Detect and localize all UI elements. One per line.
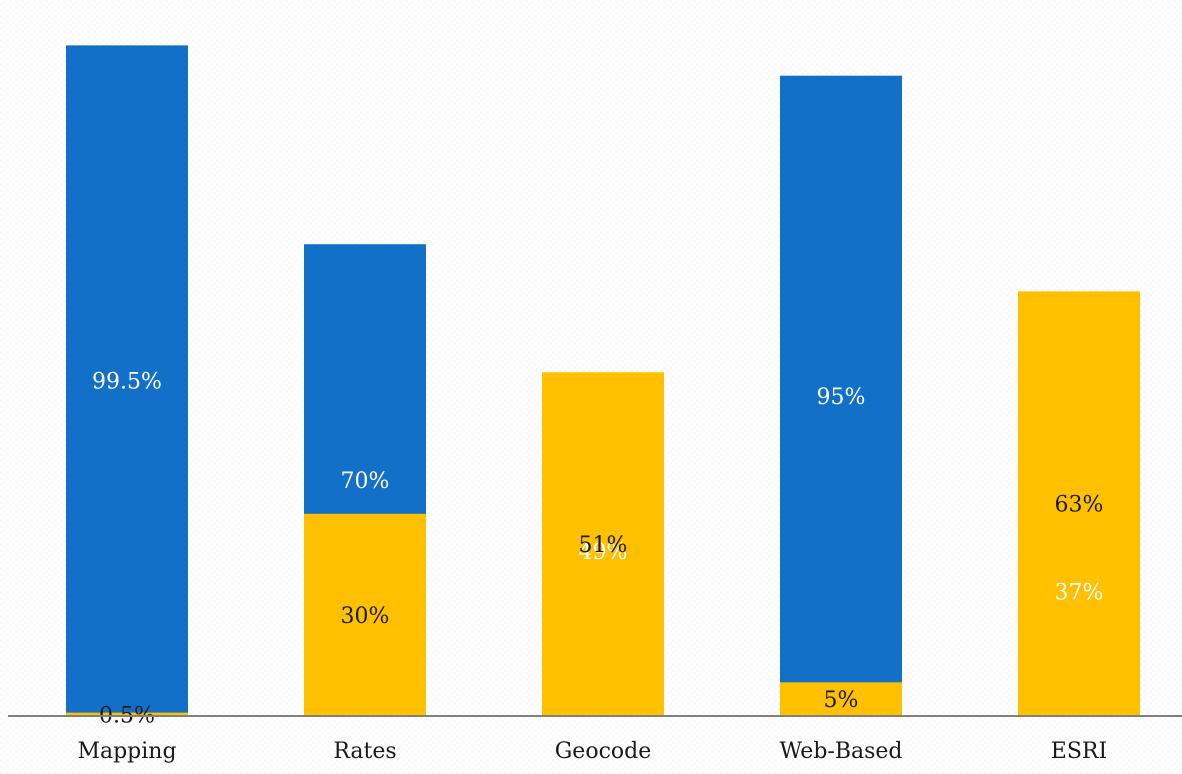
bars-layer <box>66 45 1140 717</box>
category-label-mapping: Mapping <box>77 739 176 764</box>
bar-segment-geocode-2 <box>542 372 664 716</box>
category-label-geocode: Geocode <box>555 739 652 764</box>
category-labels-layer: Mapping Rates Geocode Web-Based ESRI <box>77 739 1107 764</box>
bar-segment-web-based-2 <box>780 682 902 716</box>
category-label-web-based: Web-Based <box>779 739 902 764</box>
data-label-mapping-1: 99.5% <box>92 370 162 395</box>
data-label-esri-1: 37% <box>1055 580 1104 605</box>
bar-segment-rates-2 <box>304 513 426 716</box>
data-label-rates-2: 30% <box>341 604 390 629</box>
data-label-geocode-2: 51% <box>579 533 628 558</box>
data-label-geocode-1: 49% <box>579 540 628 565</box>
bar-segment-esri-2 <box>1018 291 1140 716</box>
category-label-esri: ESRI <box>1051 739 1107 764</box>
bar-segment-web-based-1 <box>780 75 902 716</box>
data-labels-layer: 99.5%0.5%70%30%49%51%95%5%37%63% <box>92 370 1103 729</box>
bar-segment-mapping-2 <box>66 712 188 716</box>
data-label-web-based-1: 95% <box>817 385 866 410</box>
category-label-rates: Rates <box>333 739 396 764</box>
data-label-esri-2: 63% <box>1055 493 1104 518</box>
data-label-rates-1: 70% <box>341 469 390 494</box>
data-label-web-based-2: 5% <box>824 688 859 713</box>
bar-segment-mapping-1 <box>66 45 188 717</box>
